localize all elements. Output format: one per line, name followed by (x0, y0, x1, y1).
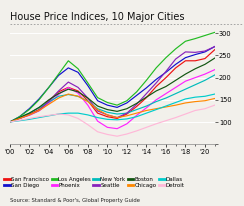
Legend: San Francisco, San Diego, Los Angeles, Phoenix, New York, Seattle, Boston, Chica: San Francisco, San Diego, Los Angeles, P… (4, 177, 185, 188)
Text: Source: Standard & Poor's, Global Property Guide: Source: Standard & Poor's, Global Proper… (10, 198, 140, 203)
Text: House Price Indices, 10 Major Cities: House Price Indices, 10 Major Cities (10, 12, 184, 22)
